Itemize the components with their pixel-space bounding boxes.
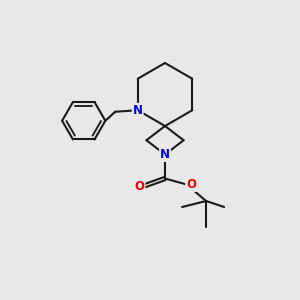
Text: O: O xyxy=(186,178,196,191)
Text: O: O xyxy=(134,179,145,193)
Text: N: N xyxy=(133,104,143,117)
Text: N: N xyxy=(160,148,170,161)
